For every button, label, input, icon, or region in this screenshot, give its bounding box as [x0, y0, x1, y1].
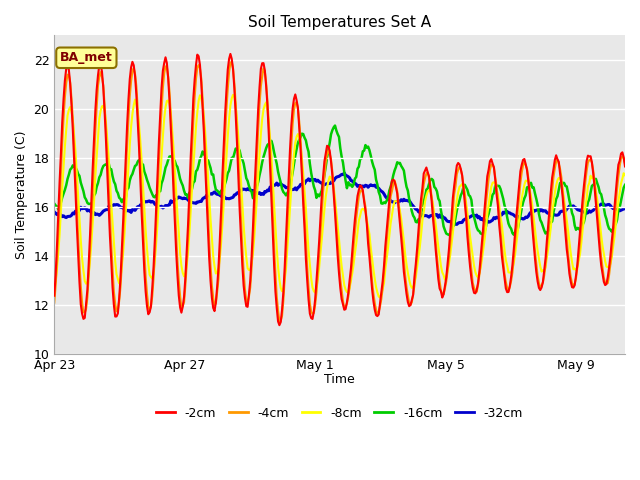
- -8cm: [376, 295, 384, 300]
- -2cm: [51, 293, 58, 299]
- -4cm: [621, 161, 629, 167]
- -16cm: [445, 232, 452, 238]
- -2cm: [504, 289, 512, 295]
- -16cm: [383, 198, 390, 204]
- -8cm: [493, 187, 500, 193]
- -32cm: [576, 207, 584, 213]
- Line: -2cm: -2cm: [54, 54, 625, 325]
- Legend: -2cm, -4cm, -8cm, -16cm, -32cm: -2cm, -4cm, -8cm, -16cm, -32cm: [151, 402, 528, 425]
- -8cm: [94, 135, 102, 141]
- -32cm: [504, 210, 512, 216]
- -32cm: [94, 211, 102, 217]
- -8cm: [504, 270, 512, 276]
- -16cm: [493, 183, 500, 189]
- -4cm: [504, 288, 512, 294]
- -4cm: [449, 209, 457, 215]
- -2cm: [493, 192, 500, 197]
- -32cm: [383, 195, 390, 201]
- -16cm: [94, 180, 102, 186]
- -4cm: [94, 83, 102, 88]
- -8cm: [384, 245, 392, 251]
- -16cm: [576, 228, 584, 233]
- Y-axis label: Soil Temperature (C): Soil Temperature (C): [15, 131, 28, 259]
- -32cm: [51, 209, 58, 215]
- Line: -8cm: -8cm: [54, 95, 625, 298]
- -8cm: [51, 283, 58, 288]
- -4cm: [228, 59, 236, 65]
- -8cm: [576, 252, 584, 257]
- -32cm: [340, 170, 348, 176]
- -16cm: [621, 182, 629, 188]
- -8cm: [229, 92, 237, 98]
- -4cm: [384, 223, 392, 228]
- Line: -16cm: -16cm: [54, 126, 625, 235]
- -32cm: [621, 206, 629, 212]
- -4cm: [276, 318, 284, 324]
- -8cm: [621, 172, 629, 178]
- -32cm: [448, 220, 456, 226]
- -2cm: [576, 229, 584, 235]
- -16cm: [331, 123, 339, 129]
- -16cm: [449, 223, 457, 229]
- -2cm: [621, 164, 629, 169]
- Title: Soil Temperatures Set A: Soil Temperatures Set A: [248, 15, 431, 30]
- -32cm: [493, 214, 500, 220]
- Line: -4cm: -4cm: [54, 62, 625, 321]
- -4cm: [51, 300, 58, 305]
- Line: -32cm: -32cm: [54, 173, 625, 224]
- -2cm: [94, 72, 102, 78]
- X-axis label: Time: Time: [324, 373, 355, 386]
- -2cm: [384, 211, 392, 216]
- -2cm: [276, 322, 284, 328]
- -16cm: [504, 221, 512, 227]
- -4cm: [576, 241, 584, 247]
- Text: BA_met: BA_met: [60, 51, 113, 64]
- -2cm: [449, 195, 457, 201]
- -16cm: [51, 201, 58, 206]
- -4cm: [493, 184, 500, 190]
- -32cm: [453, 221, 461, 227]
- -2cm: [227, 51, 234, 57]
- -8cm: [449, 230, 457, 236]
